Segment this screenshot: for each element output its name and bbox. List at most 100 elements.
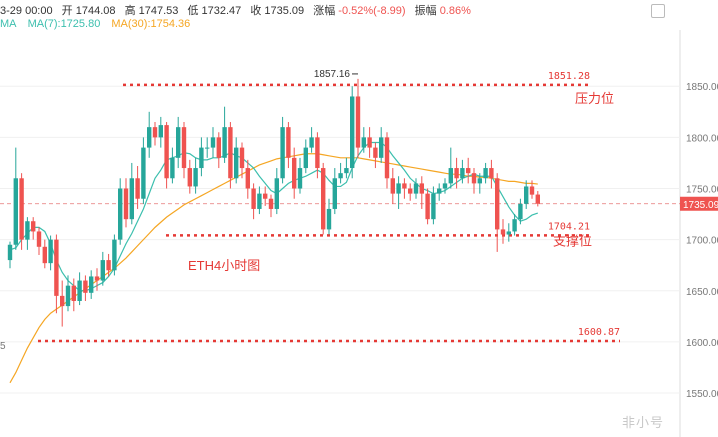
candle	[71, 278, 76, 312]
candle	[257, 186, 262, 215]
candle	[466, 157, 471, 184]
candle-body	[355, 96, 361, 148]
candle	[448, 147, 453, 189]
candle	[268, 194, 274, 218]
candle	[210, 127, 216, 158]
ma-legend: MA MA(7):1725.80 MA(30):1754.36	[0, 18, 191, 30]
candle-body	[94, 276, 100, 281]
candle	[437, 183, 442, 201]
candle	[65, 275, 71, 312]
candle-body	[152, 127, 158, 138]
candle	[419, 176, 424, 209]
candle-body	[216, 137, 221, 158]
candle-body	[123, 188, 129, 220]
candle-body	[48, 239, 53, 264]
candle-body	[36, 231, 42, 247]
amplitude-value: 0.86%	[439, 5, 471, 17]
candle	[25, 217, 30, 250]
candle	[129, 162, 134, 225]
candle	[402, 178, 407, 199]
y-tick-label: 1800.00	[686, 133, 718, 144]
candle-body	[205, 147, 210, 149]
close-value: 1735.09	[264, 5, 305, 17]
candle	[147, 111, 152, 158]
candle-body	[280, 127, 285, 179]
candle	[483, 162, 488, 184]
candle	[216, 132, 221, 169]
candle	[454, 157, 459, 189]
candle-body	[71, 285, 76, 301]
candle-body	[187, 168, 192, 187]
level-text: 压力位	[575, 91, 614, 106]
open-label: 开	[61, 5, 73, 17]
candle	[315, 132, 320, 179]
candle-body	[402, 183, 407, 189]
candle-body	[31, 221, 36, 232]
candle	[373, 142, 378, 169]
candle	[495, 173, 500, 252]
candle-body	[500, 229, 506, 235]
candle	[187, 159, 192, 194]
y-tick-label: 1600.00	[686, 338, 718, 349]
candle	[239, 142, 245, 179]
candle	[274, 168, 279, 215]
candle	[60, 280, 65, 327]
candle-body	[135, 178, 140, 199]
candle	[477, 173, 482, 194]
candle	[500, 219, 506, 244]
candle	[152, 122, 158, 146]
candle-body	[42, 246, 47, 264]
candle	[332, 168, 337, 215]
candle-body	[384, 137, 390, 179]
level-value: 1704.21	[548, 221, 590, 232]
candle-body	[419, 183, 424, 194]
candle-body	[466, 168, 471, 174]
candle	[361, 127, 366, 153]
candle-body	[263, 193, 268, 199]
candle-body	[524, 186, 529, 204]
candle-body	[471, 173, 477, 184]
candle-body	[512, 219, 517, 232]
candle-body	[506, 231, 511, 235]
low-label: 低	[187, 5, 199, 17]
candle-body	[234, 147, 239, 179]
candle-body	[425, 193, 430, 220]
candle-body	[19, 178, 24, 240]
candle-body	[141, 147, 146, 199]
candle-body	[222, 127, 227, 158]
candle	[170, 147, 175, 184]
candle	[280, 116, 285, 184]
candle	[245, 159, 250, 199]
candle-body	[25, 221, 30, 240]
candle-body	[454, 168, 459, 179]
candle	[344, 157, 349, 179]
candle	[292, 147, 297, 199]
candle	[303, 139, 308, 174]
candle-body	[100, 260, 105, 281]
ma30-legend: MA(30):1754.36	[111, 18, 191, 30]
candle-body	[106, 260, 111, 271]
fullscreen-icon[interactable]	[651, 4, 665, 18]
candle-body	[292, 157, 297, 189]
candle-body	[535, 194, 540, 204]
candle-body	[257, 193, 262, 209]
candle-body	[477, 178, 482, 184]
candle-body	[118, 188, 123, 240]
candle	[338, 162, 343, 184]
candle-body	[460, 168, 465, 179]
candle	[442, 178, 448, 194]
candle	[77, 272, 82, 306]
candle	[413, 178, 419, 199]
amplitude-label: 振幅	[414, 5, 437, 17]
current-price-badge	[680, 196, 718, 211]
candle-body	[344, 168, 349, 174]
candle	[135, 166, 140, 209]
candle	[408, 183, 413, 201]
candle	[54, 234, 59, 314]
candle	[42, 239, 47, 269]
candle-body	[147, 127, 152, 148]
watermark-logo: 非小号	[622, 415, 665, 430]
candle-body	[77, 280, 82, 301]
candle	[228, 122, 233, 189]
